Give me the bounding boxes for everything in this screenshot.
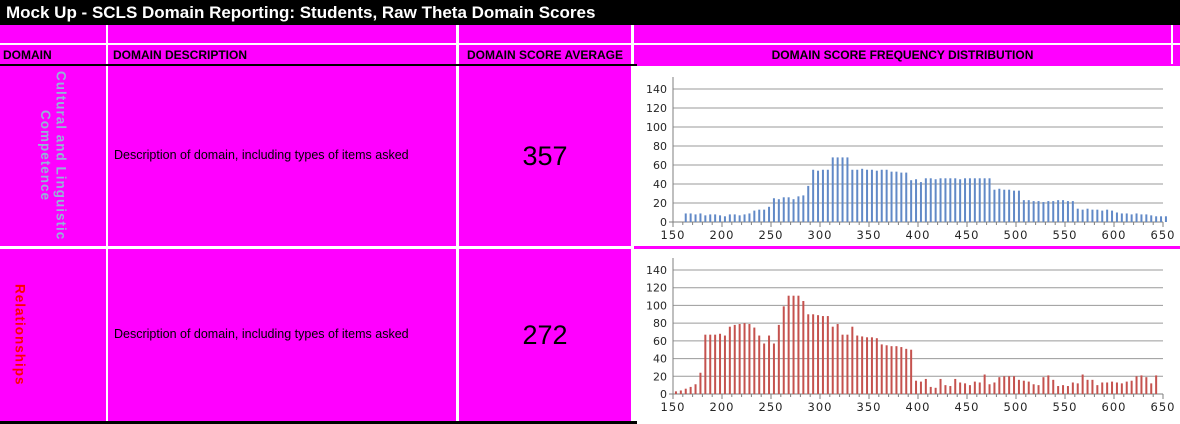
svg-text:140: 140 — [646, 264, 667, 277]
domain-label-2-line1: Relationships — [12, 284, 28, 386]
frequency-histogram-row2: 0 20 40 60 80 100 120 140 150 200 250 300 350 400 450 5… — [634, 249, 1180, 424]
description-cell-row2: Description of domain, including types o… — [108, 249, 456, 421]
svg-text:200: 200 — [710, 400, 735, 414]
report-table: DOMAIN DOMAIN DESCRIPTION DOMAIN SCORE A… — [0, 25, 1180, 424]
svg-text:140: 140 — [646, 83, 667, 96]
svg-text:150: 150 — [661, 400, 686, 414]
column-divider — [1171, 25, 1173, 64]
column-divider — [456, 25, 459, 421]
row-divider — [0, 43, 1180, 45]
average-value-row1: 357 — [522, 140, 568, 171]
svg-text:100: 100 — [646, 299, 667, 312]
svg-text:300: 300 — [808, 400, 833, 414]
average-value-row2: 272 — [522, 319, 568, 350]
average-cell-row2: 272 — [459, 249, 631, 421]
domain-cell-relationships: Relationships — [0, 249, 106, 421]
svg-text:60: 60 — [653, 335, 667, 348]
svg-text:20: 20 — [653, 370, 667, 383]
column-header-frequency-distribution: DOMAIN SCORE FREQUENCY DISTRIBUTION — [771, 47, 1034, 62]
svg-text:450: 450 — [955, 228, 980, 242]
svg-text:40: 40 — [653, 178, 667, 191]
header-underline — [0, 64, 637, 66]
svg-text:550: 550 — [1053, 400, 1078, 414]
column-header-domain-description: DOMAIN DESCRIPTION — [113, 47, 248, 62]
description-cell-row1: Description of domain, including types o… — [108, 66, 456, 246]
svg-text:0: 0 — [660, 388, 667, 401]
svg-text:550: 550 — [1053, 228, 1078, 242]
average-cell-row1: 357 — [459, 66, 631, 246]
svg-text:80: 80 — [653, 317, 667, 330]
domain-cell-cultural-linguistic: Cultural and Linguistic Competence — [0, 66, 106, 246]
svg-text:350: 350 — [857, 228, 882, 242]
svg-text:650: 650 — [1151, 228, 1176, 242]
table-bottom-border — [0, 421, 637, 424]
svg-text:600: 600 — [1102, 228, 1127, 242]
row-divider — [0, 246, 634, 249]
svg-text:650: 650 — [1151, 400, 1176, 414]
svg-text:120: 120 — [646, 102, 667, 115]
column-divider — [106, 25, 108, 421]
svg-text:300: 300 — [808, 228, 833, 242]
svg-text:500: 500 — [1004, 228, 1029, 242]
svg-text:450: 450 — [955, 400, 980, 414]
report-title: Mock Up - SCLS Domain Reporting: Student… — [6, 2, 596, 22]
domain-label-1-line2: Competence — [38, 110, 53, 202]
report-title-bar: Mock Up - SCLS Domain Reporting: Student… — [0, 0, 1180, 25]
svg-text:60: 60 — [653, 159, 667, 172]
column-header-domain-score-average: DOMAIN SCORE AVERAGE — [466, 47, 623, 62]
svg-text:120: 120 — [646, 282, 667, 295]
svg-text:250: 250 — [759, 228, 784, 242]
column-header-domain: DOMAIN — [3, 47, 52, 62]
svg-text:200: 200 — [710, 228, 735, 242]
svg-text:80: 80 — [653, 140, 667, 153]
description-text-row1: Description of domain, including types o… — [114, 148, 409, 163]
svg-text:250: 250 — [759, 400, 784, 414]
svg-text:600: 600 — [1102, 400, 1127, 414]
svg-text:150: 150 — [661, 228, 686, 242]
frequency-histogram-row1: 0 20 40 60 80 100 120 140 150 200 250 300 350 400 450 5… — [634, 66, 1180, 246]
svg-text:400: 400 — [906, 400, 931, 414]
column-divider — [631, 25, 634, 421]
spacer-row — [0, 25, 1180, 43]
domain-label-1-line1: Cultural and Linguistic — [53, 71, 69, 241]
svg-text:500: 500 — [1004, 400, 1029, 414]
svg-text:0: 0 — [660, 216, 667, 229]
svg-text:20: 20 — [653, 197, 667, 210]
domain-label-2: Relationships — [12, 284, 28, 386]
domain-label-1: Cultural and Linguistic Competence — [37, 71, 69, 241]
svg-text:100: 100 — [646, 121, 667, 134]
svg-text:40: 40 — [653, 353, 667, 366]
svg-text:350: 350 — [857, 400, 882, 414]
description-text-row2: Description of domain, including types o… — [114, 327, 409, 342]
svg-text:400: 400 — [906, 228, 931, 242]
